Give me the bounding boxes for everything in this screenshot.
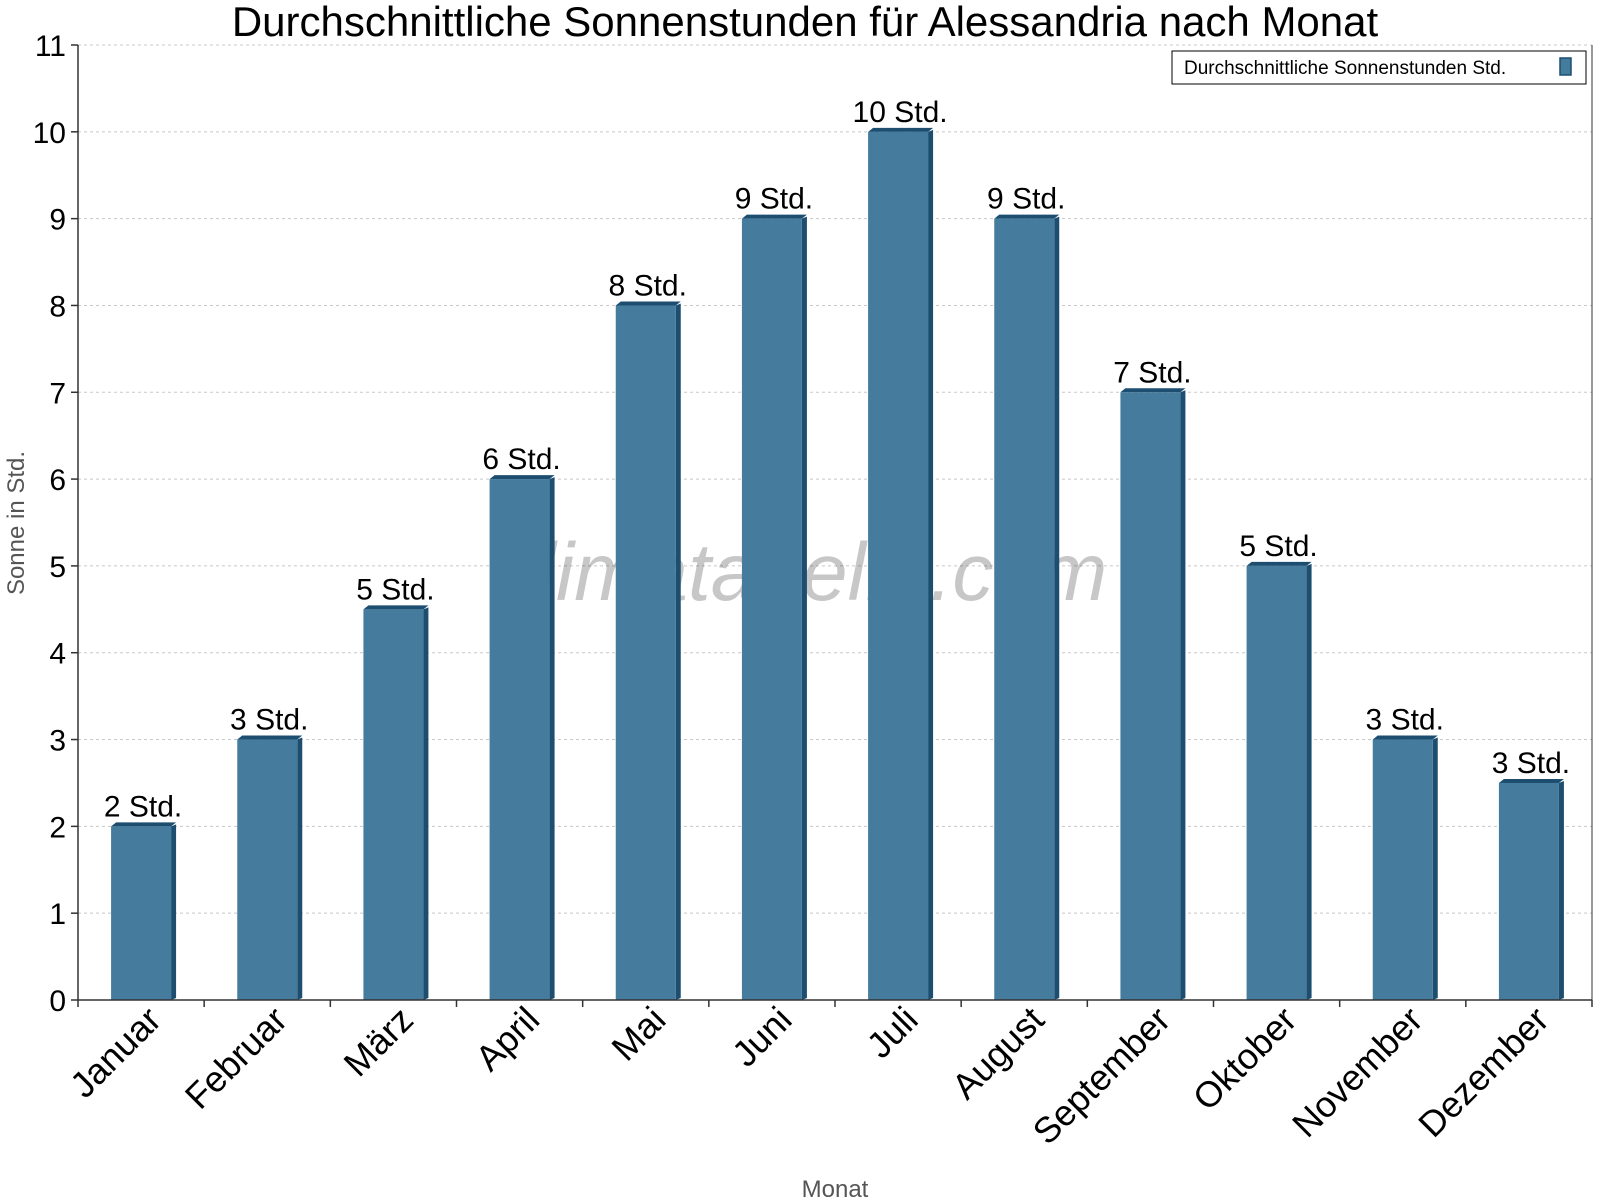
- bar-side: [297, 737, 303, 1000]
- bar: [615, 305, 676, 1000]
- bar: [363, 609, 424, 1000]
- bar-top: [1120, 388, 1186, 393]
- x-tick-label: Februar: [177, 999, 295, 1117]
- x-tick-label: Dezember: [1410, 999, 1556, 1145]
- x-tick-label: August: [944, 999, 1052, 1107]
- bar: [1498, 782, 1559, 1000]
- y-tick-label: 10: [33, 117, 66, 150]
- legend: Durchschnittliche Sonnenstunden Std.: [1171, 50, 1587, 85]
- legend-label: Durchschnittliche Sonnenstunden Std.: [1184, 58, 1506, 79]
- data-label: 2 Std.: [104, 790, 182, 823]
- y-tick-label: 5: [49, 551, 66, 584]
- bar-top: [1246, 561, 1312, 566]
- x-tick-label: April: [467, 999, 547, 1079]
- axes: [77, 45, 1593, 1001]
- bar-side: [1558, 780, 1564, 1000]
- x-tick-label: Januar: [62, 999, 169, 1106]
- bars: [111, 127, 1564, 1001]
- data-label: 8 Std.: [609, 269, 687, 302]
- bar-top: [1372, 735, 1438, 740]
- bar-side: [171, 824, 177, 1000]
- bar: [868, 131, 929, 1000]
- x-tick-label: November: [1284, 999, 1430, 1145]
- bar-side: [423, 607, 429, 1000]
- y-tick-label: 6: [49, 464, 66, 497]
- x-tick-label: Mai: [603, 999, 673, 1069]
- bar: [1372, 739, 1433, 1000]
- bar-side: [1432, 737, 1438, 1000]
- bar-top: [111, 822, 177, 827]
- data-label: 9 Std.: [735, 183, 813, 216]
- bar: [741, 218, 802, 1001]
- data-label: 6 Std.: [482, 443, 560, 476]
- y-tick-label: 0: [49, 985, 66, 1018]
- bar: [111, 826, 172, 1000]
- data-label: 9 Std.: [987, 183, 1065, 216]
- chart-title: Durchschnittliche Sonnenstunden für Ales…: [232, 0, 1379, 45]
- bar: [1246, 565, 1307, 1000]
- x-tick-label: Oktober: [1185, 999, 1305, 1119]
- bar-side: [1054, 216, 1060, 1001]
- bar-top: [489, 475, 555, 480]
- y-tick-label: 1: [49, 898, 66, 931]
- y-tick-label: 11: [35, 30, 66, 63]
- y-tick-label: 3: [49, 725, 66, 758]
- x-tick-label: September: [1025, 999, 1179, 1153]
- data-label: 5 Std.: [356, 573, 434, 606]
- data-label: 3 Std.: [1492, 747, 1570, 780]
- y-tick-label: 8: [49, 290, 66, 323]
- data-label: 3 Std.: [1366, 704, 1444, 737]
- legend-box: [1171, 50, 1587, 85]
- legend-swatch: [1559, 57, 1572, 76]
- y-tick-label: 2: [49, 811, 66, 844]
- y-tick-label: 4: [49, 638, 66, 671]
- y-tick-label: 9: [49, 204, 66, 237]
- x-tick-label: Juli: [859, 999, 926, 1066]
- data-label: 7 Std.: [1113, 356, 1191, 389]
- bar: [1120, 392, 1181, 1001]
- data-label: 5 Std.: [1239, 530, 1317, 563]
- bar-side: [1306, 563, 1312, 1000]
- bar-side: [801, 216, 807, 1001]
- data-label: 10 Std.: [853, 96, 948, 129]
- gridlines: [78, 44, 1592, 914]
- data-labels: 2 Std. 3 Std. 5 Std. 6 Std. 8 Std. 9 Std. 10 S…: [104, 96, 1570, 824]
- x-axis-title: Monat: [802, 1176, 869, 1200]
- bar-top: [363, 605, 429, 610]
- bar-side: [1180, 390, 1186, 1001]
- x-tick-labels: Januar Februar März April Mai Juni Juli AugustS…: [62, 999, 1593, 1153]
- bar: [489, 479, 550, 1000]
- bar: [237, 739, 298, 1000]
- bar-top: [868, 127, 934, 132]
- data-label: 3 Std.: [230, 704, 308, 737]
- bar-top: [994, 214, 1060, 219]
- bar: [994, 218, 1055, 1001]
- bar-top: [237, 735, 303, 740]
- bar-side: [549, 477, 555, 1000]
- x-tick-label: Juni: [724, 999, 800, 1075]
- bar-side: [928, 129, 934, 1000]
- y-tick-labels: 0 1 2 3 4 5 6 7 8 9 10 11: [33, 30, 78, 1018]
- bar-top: [741, 214, 807, 219]
- bar-top: [615, 301, 681, 306]
- y-tick-label: 7: [49, 377, 66, 410]
- y-axis-title: Sonne in Std.: [3, 451, 30, 595]
- x-tick-label: März: [336, 999, 422, 1085]
- bar-top: [1498, 778, 1564, 783]
- bar-side: [675, 303, 681, 1000]
